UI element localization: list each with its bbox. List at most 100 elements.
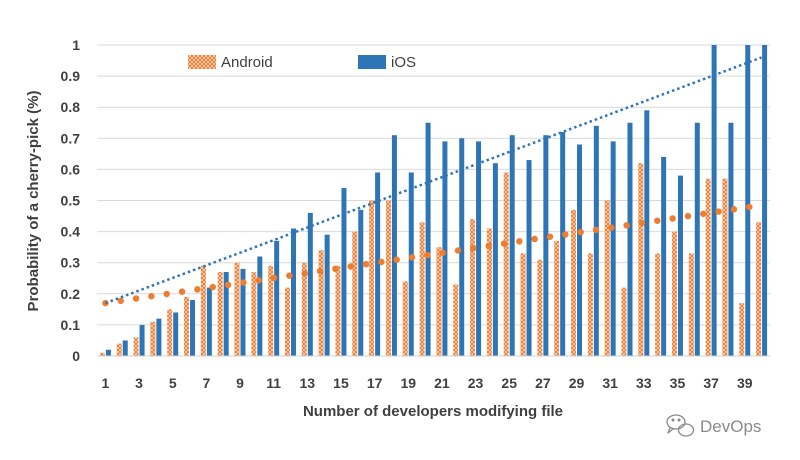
x-tick-label: 1	[102, 375, 110, 391]
bar-android	[571, 209, 577, 356]
bar-ios	[156, 318, 162, 356]
bar-ios	[425, 122, 431, 356]
bar-ios	[139, 324, 145, 356]
x-tick-label: 39	[737, 375, 753, 391]
bar-ios	[476, 141, 482, 356]
bar-ios	[509, 135, 515, 356]
bar-ios	[290, 228, 296, 356]
x-axis-ticks: 1 3 5 7 9 11 13 15 17 19 21 23 25 27 29 31 33 35 37 39	[102, 375, 753, 391]
bar-android	[520, 253, 526, 356]
bar-android	[402, 281, 408, 356]
bar-ios	[206, 287, 212, 356]
bar-android	[705, 178, 711, 356]
bar-ios	[711, 45, 717, 356]
legend: Android iOS	[188, 54, 416, 71]
bar-android	[436, 247, 442, 356]
bar-ios	[173, 312, 179, 356]
bar-android	[318, 250, 324, 356]
bar-android	[621, 287, 627, 356]
bar-ios	[105, 349, 111, 356]
bar-ios	[459, 138, 465, 356]
bar-ios	[122, 340, 128, 356]
bar-android	[554, 240, 560, 356]
bar-ios	[627, 122, 633, 356]
y-axis-title: Probability of a cherry-pick (%)	[25, 91, 42, 312]
bar-android	[671, 231, 677, 356]
y-tick-label: 0.8	[61, 99, 81, 115]
bar-android	[184, 296, 190, 356]
x-tick-label: 27	[535, 375, 551, 391]
bar-android	[385, 200, 391, 356]
y-tick-label: 0.7	[61, 130, 81, 146]
bar-ios	[560, 132, 566, 356]
bars	[99, 45, 768, 356]
legend-swatch-android	[188, 55, 216, 69]
bar-android	[537, 259, 543, 356]
bar-android	[251, 272, 257, 356]
bar-ios	[492, 163, 498, 356]
bar-ios	[694, 122, 700, 356]
trendline-ios	[104, 56, 763, 305]
bar-ios	[358, 209, 364, 356]
legend-label-android: Android	[221, 54, 273, 71]
y-tick-label: 0.2	[61, 286, 81, 302]
watermark-text: DevOps	[700, 417, 761, 436]
trendline-android	[102, 201, 765, 307]
y-tick-label: 0.6	[61, 161, 81, 177]
x-tick-label: 13	[300, 375, 316, 391]
bar-android	[655, 253, 661, 356]
y-tick-label: 0	[72, 348, 80, 364]
x-tick-label: 5	[169, 375, 177, 391]
bar-android	[604, 200, 610, 356]
bar-android	[335, 265, 341, 356]
bar-ios	[526, 160, 532, 356]
x-tick-label: 25	[501, 375, 517, 391]
y-tick-label: 0.3	[61, 255, 81, 271]
bar-android	[116, 343, 122, 356]
x-tick-label: 33	[636, 375, 652, 391]
legend-swatch-ios	[358, 55, 386, 69]
x-tick-label: 21	[434, 375, 450, 391]
bar-ios	[593, 125, 599, 356]
bar-android	[234, 262, 240, 356]
bar-android	[268, 265, 274, 356]
bar-ios	[543, 135, 549, 356]
bar-android	[739, 303, 745, 356]
bar-ios	[375, 172, 381, 356]
bar-ios	[577, 144, 583, 356]
x-tick-label: 9	[236, 375, 244, 391]
bar-android	[284, 287, 290, 356]
y-tick-label: 0.5	[61, 193, 81, 209]
y-tick-label: 0.4	[61, 224, 81, 240]
y-tick-label: 1	[72, 37, 80, 53]
bar-android	[369, 200, 375, 356]
y-axis-ticks: 0 0.1 0.2 0.3 0.4 0.5 0.6 0.7 0.8 0.9 1	[61, 37, 81, 364]
bar-ios	[644, 110, 650, 356]
x-tick-label: 7	[202, 375, 210, 391]
bar-ios	[442, 141, 448, 356]
bar-ios	[677, 175, 683, 356]
y-tick-label: 0.9	[61, 68, 81, 84]
bar-ios	[257, 256, 263, 356]
trendlines	[102, 56, 765, 307]
bar-android	[722, 178, 728, 356]
watermark: DevOps	[666, 414, 761, 437]
x-tick-label: 35	[670, 375, 686, 391]
x-tick-label: 19	[400, 375, 416, 391]
bar-android	[200, 265, 206, 356]
x-tick-label: 23	[468, 375, 484, 391]
bar-ios	[190, 300, 196, 356]
bar-android	[150, 321, 156, 356]
x-axis-title: Number of developers modifying file	[303, 403, 563, 420]
x-tick-label: 17	[367, 375, 383, 391]
bar-android	[352, 231, 358, 356]
bar-android	[167, 309, 173, 356]
bar-android	[638, 163, 644, 356]
bar-ios	[391, 135, 397, 356]
wechat-logo-icon	[666, 414, 695, 437]
bar-ios	[274, 240, 280, 356]
x-tick-label: 29	[569, 375, 585, 391]
bar-ios	[745, 45, 751, 356]
bar-android	[688, 253, 694, 356]
